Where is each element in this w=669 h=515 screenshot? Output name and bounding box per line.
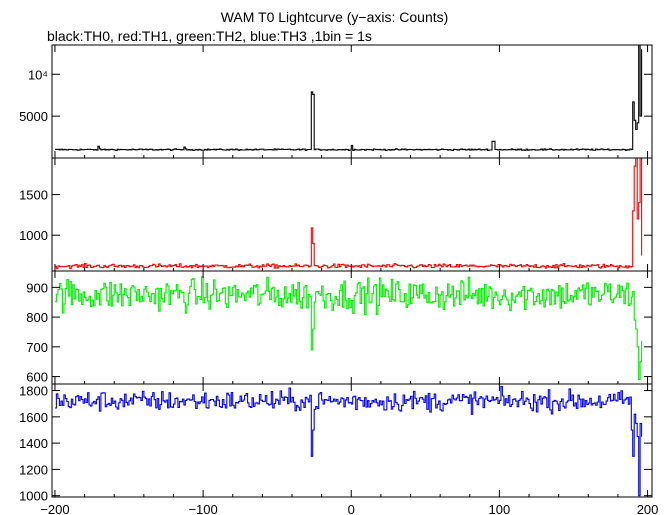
- series-line-th2: [55, 276, 643, 381]
- series-line-th1: [55, 157, 643, 270]
- y-tick-label: 1500: [19, 188, 48, 203]
- y-tick-label: 5000: [19, 109, 48, 124]
- x-tick-label: 200: [637, 502, 659, 515]
- x-tick-label: 0: [348, 502, 355, 515]
- panel-frame-th3: [51, 383, 653, 498]
- y-tick-label: 1000: [19, 228, 48, 243]
- chart-title: WAM T0 Lightcurve (y−axis: Counts): [220, 9, 449, 25]
- series-line-th0: [55, 44, 643, 152]
- y-tick-label: 1200: [19, 462, 48, 477]
- panel-frame-th0: [51, 44, 653, 159]
- y-tick-label: 900: [26, 280, 48, 295]
- y-tick-label: 1400: [19, 436, 48, 451]
- y-tick-label: 10⁴: [28, 67, 48, 82]
- y-tick-label: 1000: [19, 489, 48, 504]
- y-tick-label: 700: [26, 340, 48, 355]
- y-tick-label: 800: [26, 310, 48, 325]
- panel-frame-th1: [51, 157, 653, 272]
- x-tick-label: −200: [40, 502, 69, 515]
- x-tick-label: 100: [489, 502, 511, 515]
- x-tick-label: −100: [188, 502, 217, 515]
- series-line-th3: [55, 385, 643, 497]
- y-tick-label: 600: [26, 370, 48, 385]
- chart-subtitle: black:TH0, red:TH1, green:TH2, blue:TH3 …: [47, 28, 372, 44]
- y-tick-label: 1600: [19, 410, 48, 425]
- y-tick-label: 1800: [19, 384, 48, 399]
